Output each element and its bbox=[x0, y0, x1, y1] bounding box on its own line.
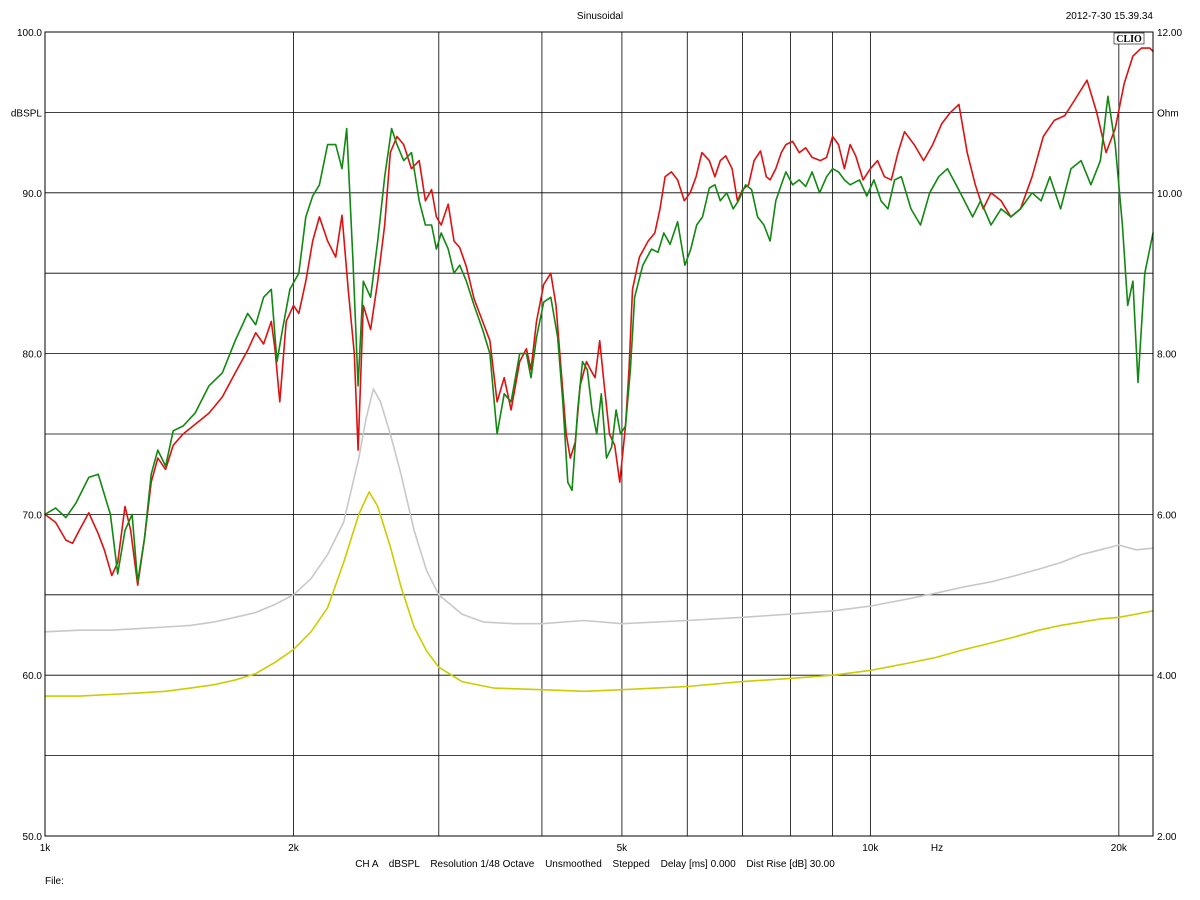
y-tick-label: 50.0 bbox=[23, 832, 43, 843]
y-tick-label: 70.0 bbox=[23, 510, 43, 521]
series-line bbox=[44, 388, 1154, 633]
timestamp: 2012-7-30 15.39.34 bbox=[1066, 11, 1154, 22]
y2-tick-label: 2.00 bbox=[1157, 832, 1177, 843]
footer-delay: Delay [ms] 0.000 bbox=[661, 859, 736, 870]
y2-tick-label: 4.00 bbox=[1157, 671, 1177, 682]
y-tick-label: dBSPL bbox=[11, 108, 43, 119]
footer-smoothing: Unsmoothed bbox=[545, 859, 602, 870]
y-tick-label: 100.0 bbox=[17, 28, 42, 39]
x-axis-unit-label: Hz bbox=[931, 843, 943, 854]
y-tick-label: 80.0 bbox=[23, 350, 43, 361]
grid-lines bbox=[44, 31, 1153, 837]
plot-frame bbox=[44, 31, 1154, 837]
footer-dist-rise: Dist Rise [dB] 30.00 bbox=[746, 859, 835, 870]
clio-logo-box bbox=[1113, 32, 1145, 45]
y2-tick-label: 10.00 bbox=[1157, 189, 1182, 200]
footer-mode: Stepped bbox=[613, 859, 650, 870]
footer-channel: CH A bbox=[355, 859, 379, 870]
y2-tick-label: 8.00 bbox=[1157, 350, 1177, 361]
x-tick-label: 5k bbox=[617, 843, 629, 854]
axis-labels: 1k 2k 5k 10k 20k 100.0 dBSPL 90.0 80.0 70.0 60.0 50… bbox=[11, 28, 1183, 854]
footer-info-line: CH A dBSPL Resolution 1/48 Octave Unsmoo… bbox=[355, 859, 835, 870]
y2-tick-label: Ohm bbox=[1157, 108, 1179, 119]
x-tick-label: 2k bbox=[288, 843, 300, 854]
series-line bbox=[44, 95, 1154, 583]
response-curves bbox=[44, 47, 1154, 697]
footer-unit: dBSPL bbox=[389, 859, 421, 870]
footer-resolution: Resolution 1/48 Octave bbox=[430, 859, 534, 870]
clio-logo: CLIO bbox=[1116, 34, 1142, 45]
y2-tick-label: 6.00 bbox=[1157, 510, 1177, 521]
x-tick-label: 1k bbox=[40, 843, 52, 854]
chart-title: Sinusoidal bbox=[577, 11, 623, 22]
series-line bbox=[44, 491, 1154, 697]
y2-tick-label: 12.00 bbox=[1157, 28, 1182, 39]
series-line bbox=[44, 47, 1154, 586]
x-tick-label: 20k bbox=[1111, 843, 1128, 854]
file-label: File: bbox=[45, 876, 64, 887]
x-tick-label: 10k bbox=[862, 843, 879, 854]
y-tick-label: 60.0 bbox=[23, 671, 43, 682]
y-tick-label: 90.0 bbox=[23, 189, 43, 200]
